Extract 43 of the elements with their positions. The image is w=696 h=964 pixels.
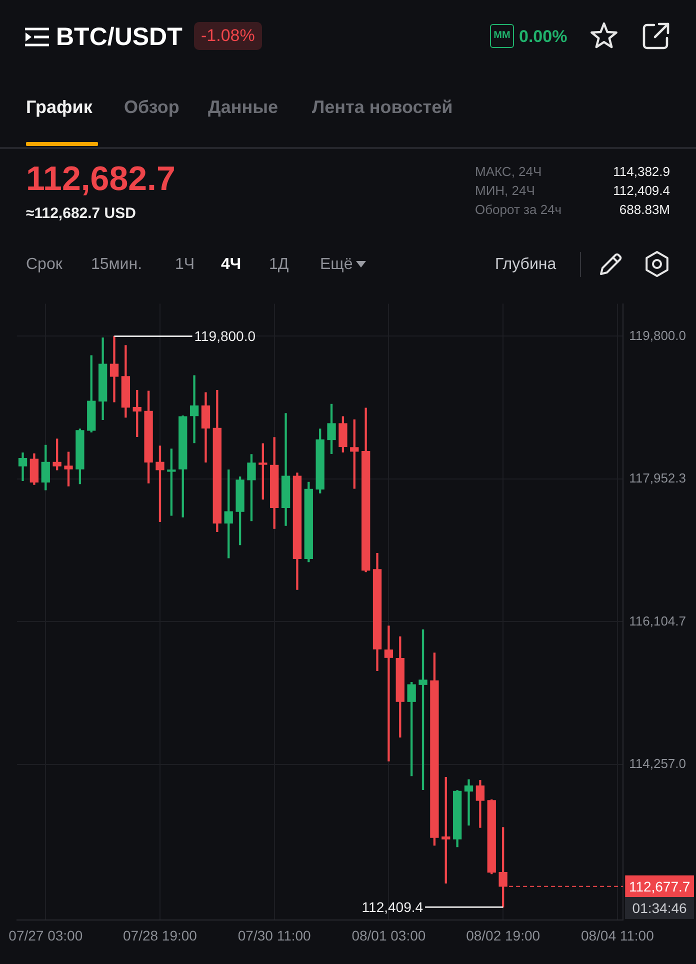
text: 1Ч (175, 256, 195, 274)
candlestick (464, 779, 474, 826)
text: 0.00% (519, 27, 568, 47)
x-tick-label: 08/04 11:00 (580, 927, 654, 944)
text: 1Д (269, 256, 289, 274)
text: Ещё (320, 256, 353, 274)
text: Данные (208, 97, 278, 118)
x-tick-label: 08/02 19:00 (466, 927, 540, 944)
text: 4Ч (221, 256, 242, 274)
text: 112,682.7 (26, 160, 176, 199)
annotation: 119,800.0 (194, 328, 256, 344)
text: 15мин. (91, 256, 142, 274)
chart-title: BTC/USDT (56, 23, 182, 52)
x-tick-label: 07/27 03:00 (8, 927, 83, 944)
candlestick (110, 336, 119, 402)
text: График (26, 97, 92, 118)
text: 114,382.9 (613, 164, 670, 179)
text: Обзор (124, 97, 180, 118)
text: MM (490, 24, 514, 48)
text: 01:34:46 (625, 897, 694, 920)
candlestick (384, 626, 394, 762)
text: МАКС, 24Ч (475, 164, 542, 179)
annotation: 112,409.4 (362, 898, 424, 915)
x-tick-label: 07/28 19:00 (123, 927, 198, 944)
y-tick-label: 114,257.0 (629, 756, 686, 771)
text: 688.83M (619, 202, 670, 217)
y-tick-label: 119,800.0 (629, 328, 686, 343)
x-tick-label: 08/01 03:00 (352, 927, 426, 944)
text: Оборот за 24ч (475, 202, 562, 217)
text: Лента новостей (312, 97, 453, 118)
y-tick-label: 116,104.7 (629, 613, 686, 628)
text: -1.08% (194, 22, 262, 50)
text: ≈112,682.7 USD (26, 205, 136, 222)
candlestick (167, 448, 176, 516)
x-tick-label: 07/30 11:00 (238, 927, 312, 944)
text: Срок (26, 256, 62, 274)
text: 112,409.4 (613, 183, 670, 198)
candlestick (190, 375, 199, 444)
ref-line-label: 112,677.7 (628, 878, 690, 894)
text: МИН, 24Ч (475, 183, 535, 198)
text: Глубина (495, 256, 556, 274)
y-tick-label: 117,952.3 (629, 470, 686, 486)
candlestick (442, 776, 450, 884)
